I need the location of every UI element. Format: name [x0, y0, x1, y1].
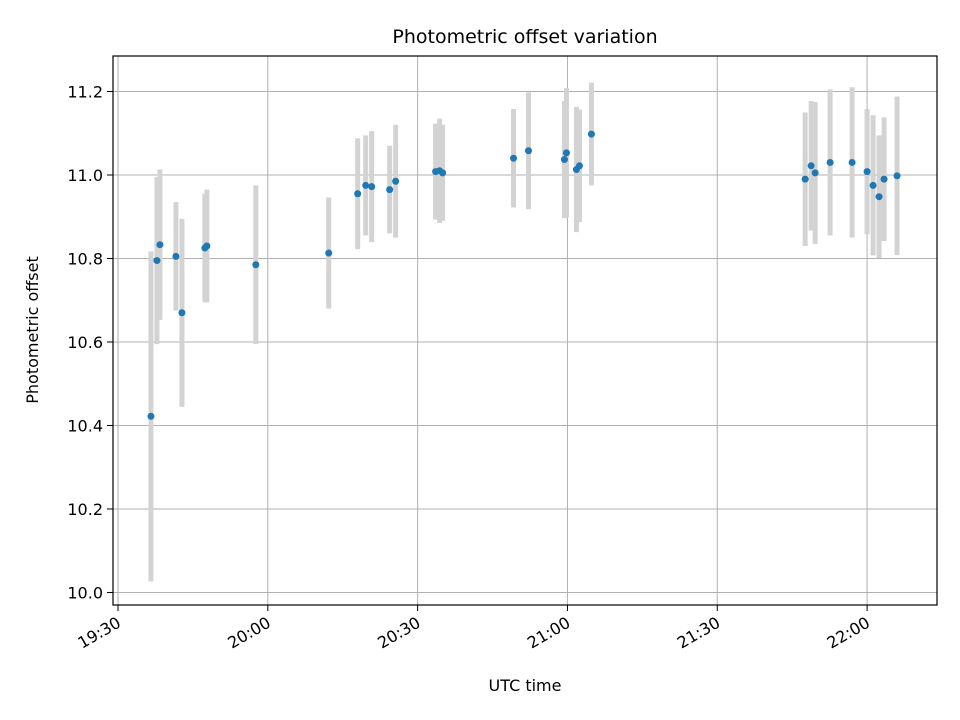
- x-axis-title: UTC time: [489, 676, 562, 695]
- data-point: [172, 252, 180, 260]
- data-point: [863, 168, 871, 176]
- plot-frame: [112, 55, 938, 606]
- y-tick-label: 10.8: [67, 249, 103, 268]
- data-point: [869, 181, 877, 189]
- data-point: [524, 147, 532, 155]
- y-tick-label: 10.0: [67, 583, 103, 602]
- data-point: [203, 242, 211, 250]
- data-point: [562, 149, 570, 157]
- grid: [113, 56, 937, 605]
- data-point: [893, 172, 901, 180]
- data-point: [153, 257, 161, 265]
- data-point: [362, 181, 370, 189]
- y-tick-label: 10.4: [67, 416, 103, 435]
- data-point: [386, 186, 394, 194]
- y-tick-label: 11.2: [67, 82, 103, 101]
- y-tick-label: 11.0: [67, 166, 103, 185]
- data-point: [875, 193, 883, 201]
- data-point: [811, 169, 819, 177]
- data-point: [392, 177, 400, 185]
- y-tick-label: 10.6: [67, 333, 103, 352]
- data-point: [848, 158, 856, 166]
- y-tick-label: 10.2: [67, 500, 103, 519]
- data-points: [147, 130, 901, 420]
- data-point: [147, 412, 155, 420]
- chart-title: Photometric offset variation: [392, 26, 657, 48]
- data-point: [801, 175, 809, 183]
- data-point: [575, 162, 583, 170]
- data-point: [325, 249, 333, 257]
- data-point: [368, 183, 376, 191]
- data-point: [560, 156, 568, 164]
- data-point: [156, 241, 164, 249]
- data-point: [354, 190, 362, 198]
- data-point: [880, 175, 888, 183]
- data-point: [807, 162, 815, 170]
- data-point: [252, 261, 260, 269]
- data-point: [510, 154, 518, 162]
- y-axis: 10.0 10.2 10.4 10.6 10.8 11.0 11.2: [67, 82, 113, 602]
- y-axis-title: Photometric offset: [23, 256, 42, 404]
- data-point: [439, 169, 447, 177]
- data-point: [178, 309, 186, 317]
- data-point: [826, 158, 834, 166]
- data-point: [587, 130, 595, 138]
